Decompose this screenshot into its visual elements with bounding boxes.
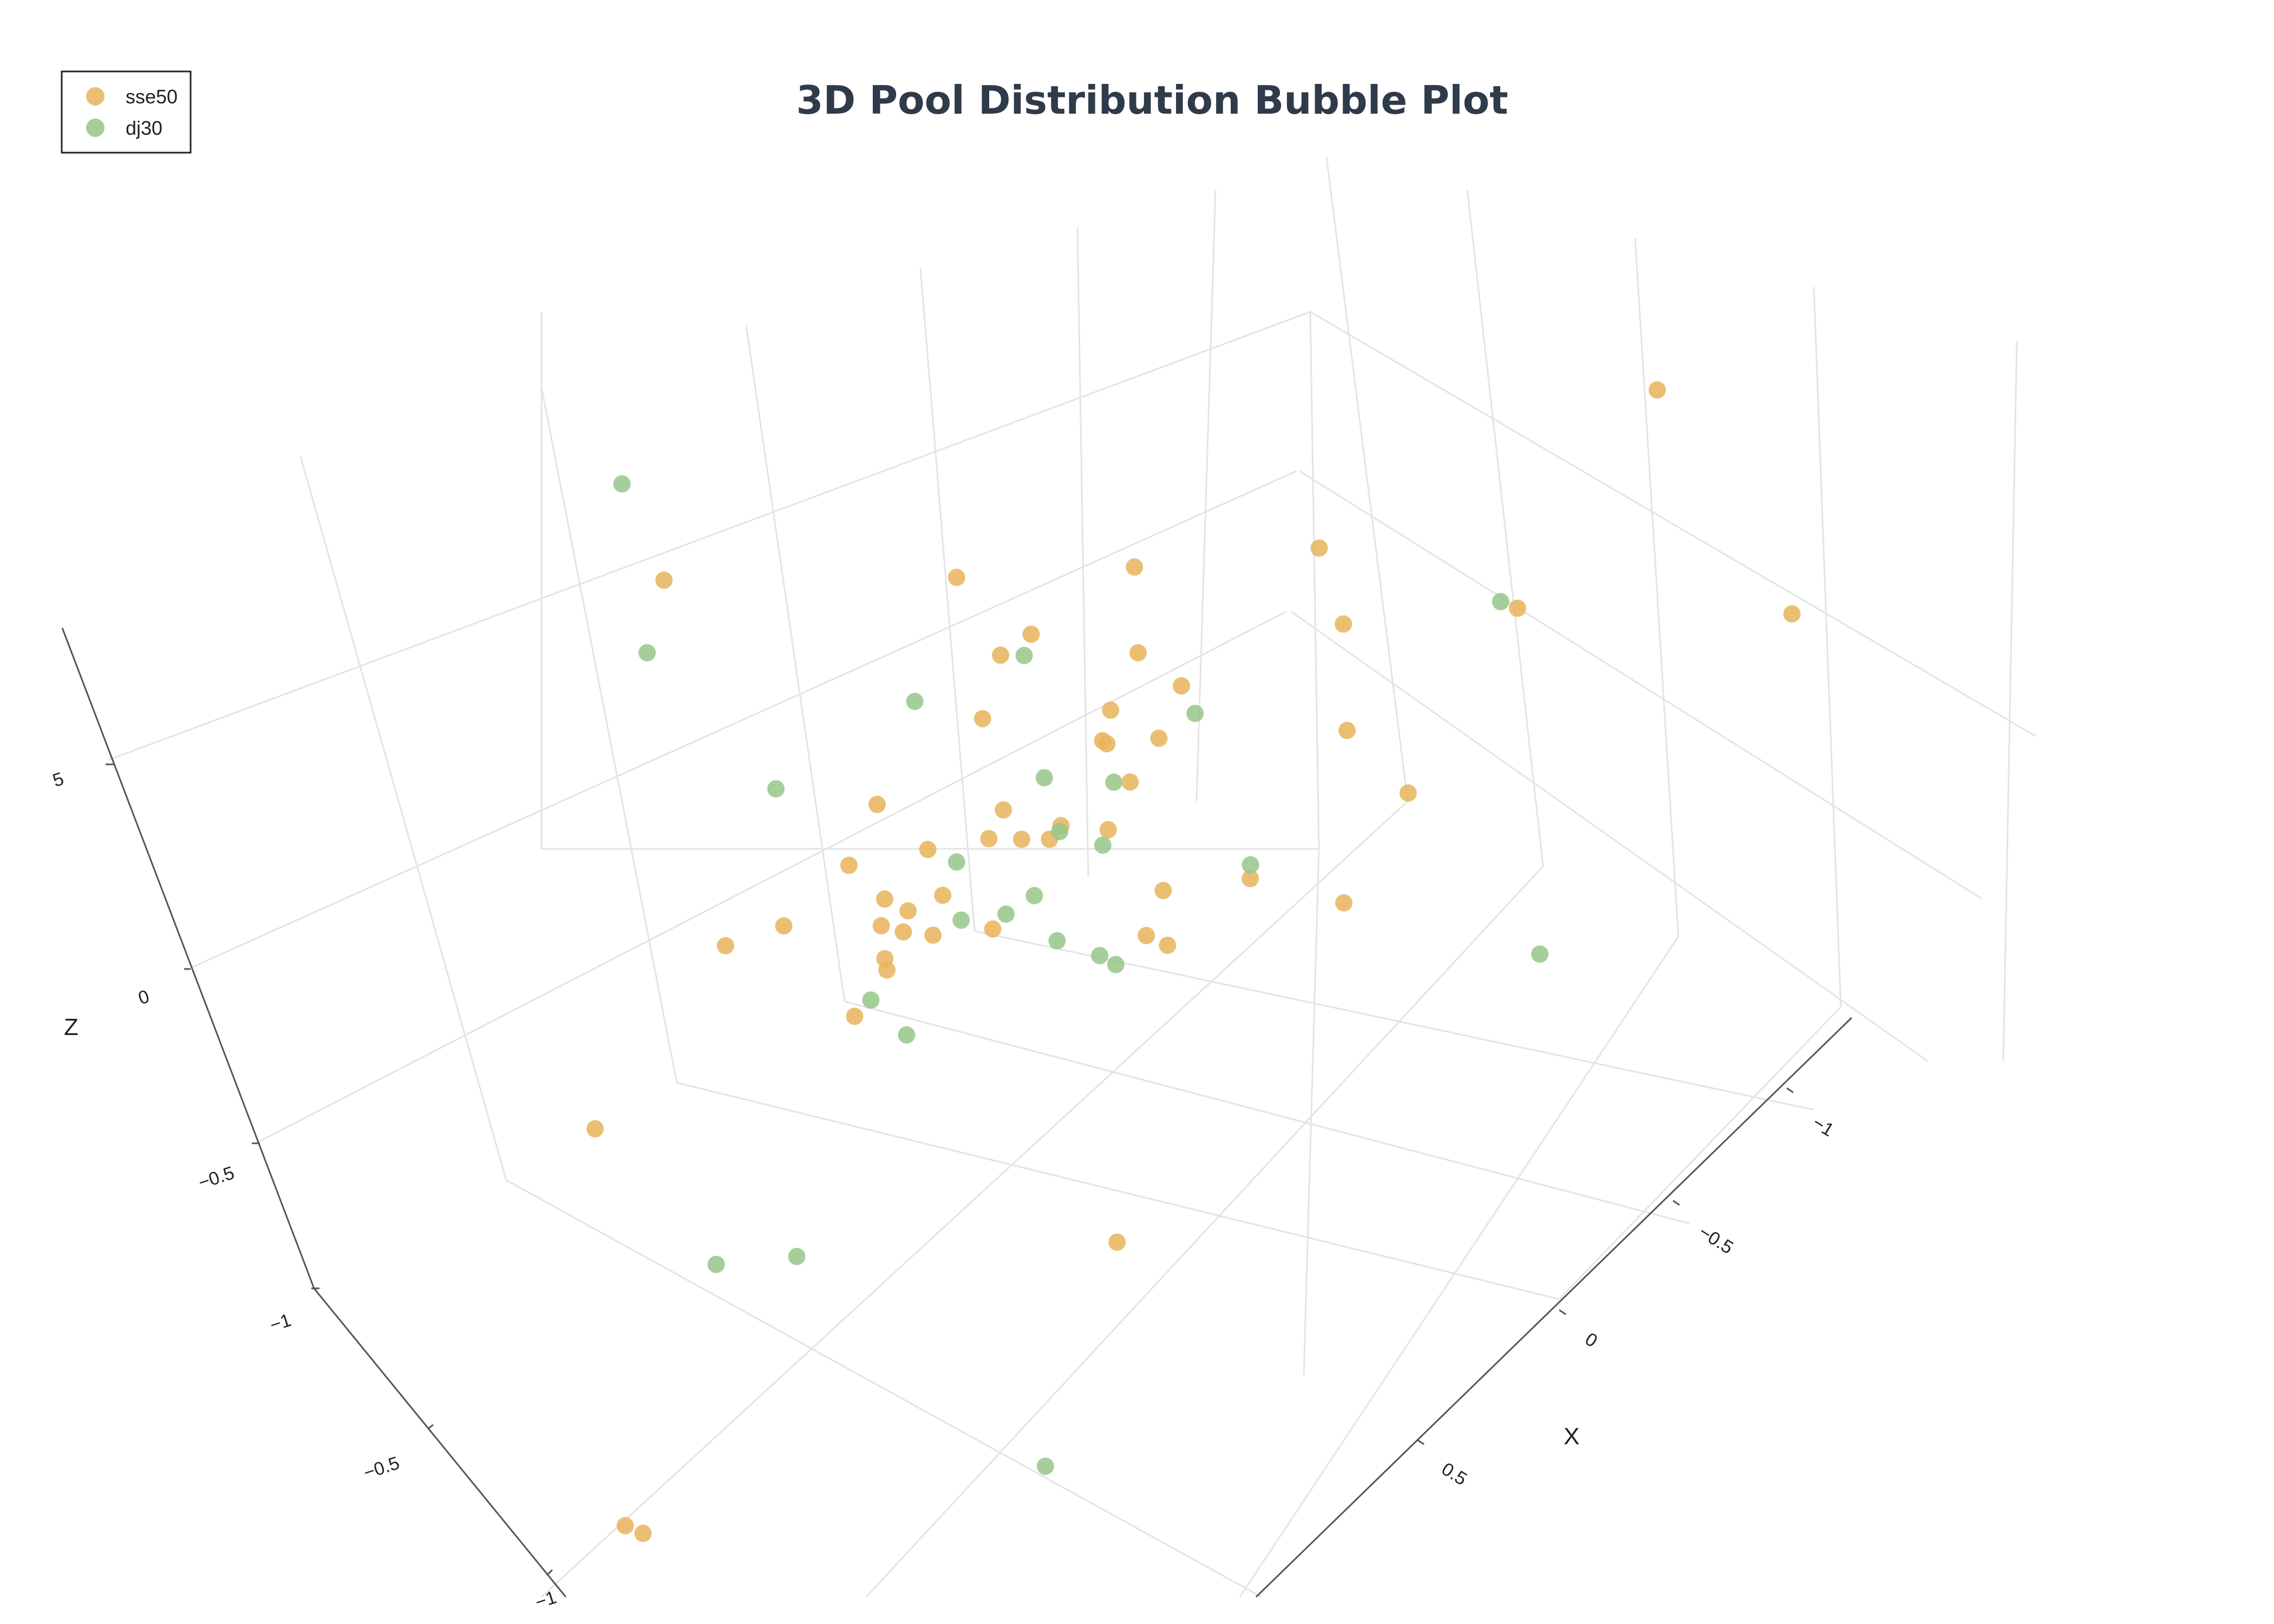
point-sse50-12[interactable] [616, 1517, 634, 1535]
x-axis-title: X [1564, 1423, 1579, 1450]
point-sse50-5[interactable] [1138, 927, 1155, 945]
point-dj30-15[interactable] [1048, 932, 1066, 949]
point-sse50-2[interactable] [717, 937, 734, 954]
point-sse50-23[interactable] [1159, 937, 1177, 954]
legend-box [61, 70, 192, 154]
point-sse50-39[interactable] [846, 1007, 864, 1025]
legend-marker-dj30[interactable] [86, 119, 104, 137]
point-sse50-43[interactable] [948, 568, 965, 586]
chart-title: 3D Pool Distribution Bubble Plot [796, 77, 1508, 123]
legend-label-dj30[interactable]: dj30 [126, 117, 162, 139]
point-dj30-12[interactable] [997, 905, 1015, 923]
legend-label-sse50[interactable]: sse50 [126, 86, 178, 108]
point-sse50-3[interactable] [868, 796, 886, 813]
point-sse50-30[interactable] [876, 950, 894, 967]
point-sse50-20[interactable] [934, 886, 952, 904]
point-dj30-10[interactable] [952, 911, 970, 929]
point-sse50-41[interactable] [1121, 773, 1139, 791]
point-sse50-33[interactable] [1173, 677, 1190, 695]
point-sse50-32[interactable] [1150, 729, 1168, 747]
point-dj30-3[interactable] [613, 475, 631, 493]
point-dj30-24[interactable] [898, 1026, 916, 1044]
point-sse50-44[interactable] [1099, 821, 1117, 839]
point-dj30-21[interactable] [1035, 769, 1053, 787]
point-sse50-26[interactable] [1338, 722, 1356, 739]
point-sse50-42[interactable] [1335, 894, 1352, 912]
z-axis-line [61, 627, 315, 1289]
x-axis-line [1255, 1017, 1853, 1598]
x-tick-0: 0 [1582, 1329, 1601, 1352]
point-dj30-9[interactable] [1107, 955, 1125, 973]
point-sse50-35[interactable] [872, 917, 890, 935]
point-dj30-23[interactable] [1051, 823, 1069, 841]
point-dj30-11[interactable] [906, 692, 924, 710]
point-sse50-25[interactable] [1335, 615, 1352, 633]
z-tick-5: 5 [50, 768, 67, 791]
point-sse50-46[interactable] [992, 646, 1009, 664]
y-tick-neg-0-5: −0.5 [361, 1452, 402, 1483]
point-sse50-48[interactable] [919, 841, 937, 859]
y-axis-line [313, 1288, 567, 1597]
point-sse50-38[interactable] [586, 1120, 604, 1138]
point-dj30-20[interactable] [1241, 856, 1259, 874]
point-dj30-6[interactable] [1531, 945, 1548, 963]
point-sse50-1[interactable] [655, 571, 673, 589]
point-dj30-8[interactable] [638, 644, 656, 662]
point-sse50-0[interactable] [1022, 625, 1040, 643]
point-sse50-16[interactable] [984, 920, 1002, 938]
data-points [586, 381, 1801, 1542]
point-sse50-49[interactable] [1108, 1233, 1126, 1251]
point-dj30-13[interactable] [1015, 646, 1033, 664]
point-dj30-18[interactable] [1186, 704, 1204, 722]
point-dj30-14[interactable] [1036, 1457, 1054, 1475]
point-dj30-19[interactable] [1025, 887, 1043, 905]
z-tick-neg-1: −1 [267, 1309, 294, 1335]
point-dj30-5[interactable] [767, 780, 785, 798]
z-tick-neg-0-5: −0.5 [196, 1162, 237, 1193]
x-tick-neg-1: −1 [1809, 1112, 1838, 1141]
point-sse50-4[interactable] [995, 801, 1012, 819]
y-tick-neg-1: −1 [533, 1587, 559, 1613]
point-sse50-37[interactable] [1102, 701, 1120, 719]
point-dj30-7[interactable] [1105, 774, 1123, 791]
legend[interactable]: sse50 dj30 [61, 70, 192, 154]
point-sse50-11[interactable] [1012, 830, 1030, 848]
point-dj30-16[interactable] [862, 991, 880, 1009]
point-sse50-7[interactable] [1648, 381, 1666, 399]
z-tick-0: 0 [136, 986, 152, 1009]
point-sse50-6[interactable] [775, 917, 793, 935]
point-dj30-2[interactable] [788, 1248, 806, 1266]
point-sse50-36[interactable] [1310, 539, 1328, 557]
point-dj30-22[interactable] [1091, 947, 1109, 965]
point-sse50-40[interactable] [1098, 735, 1116, 752]
point-sse50-34[interactable] [899, 902, 917, 920]
grid-lines [108, 156, 2036, 1598]
axes [61, 627, 1853, 1598]
point-sse50-9[interactable] [980, 830, 998, 848]
point-sse50-10[interactable] [1126, 558, 1143, 576]
point-sse50-13[interactable] [1129, 644, 1147, 662]
point-sse50-28[interactable] [1241, 870, 1259, 888]
x-tick-neg-0-5: −0.5 [1695, 1222, 1737, 1259]
point-sse50-15[interactable] [924, 926, 942, 944]
point-sse50-21[interactable] [1154, 882, 1172, 900]
point-sse50-22[interactable] [1508, 599, 1526, 617]
z-axis-title: Z [64, 1014, 79, 1040]
point-sse50-45[interactable] [973, 710, 991, 728]
point-sse50-17[interactable] [634, 1524, 652, 1542]
point-dj30-17[interactable] [1094, 836, 1112, 854]
point-sse50-31[interactable] [1783, 605, 1801, 623]
point-dj30-4[interactable] [948, 853, 965, 871]
point-dj30-1[interactable] [1492, 593, 1510, 611]
legend-marker-sse50[interactable] [86, 87, 104, 106]
x-tick-0-5: 0.5 [1438, 1459, 1471, 1490]
point-sse50-47[interactable] [840, 856, 858, 874]
point-sse50-27[interactable] [1399, 784, 1417, 802]
point-sse50-14[interactable] [894, 923, 912, 941]
point-sse50-8[interactable] [876, 890, 893, 908]
point-dj30-0[interactable] [707, 1255, 725, 1273]
